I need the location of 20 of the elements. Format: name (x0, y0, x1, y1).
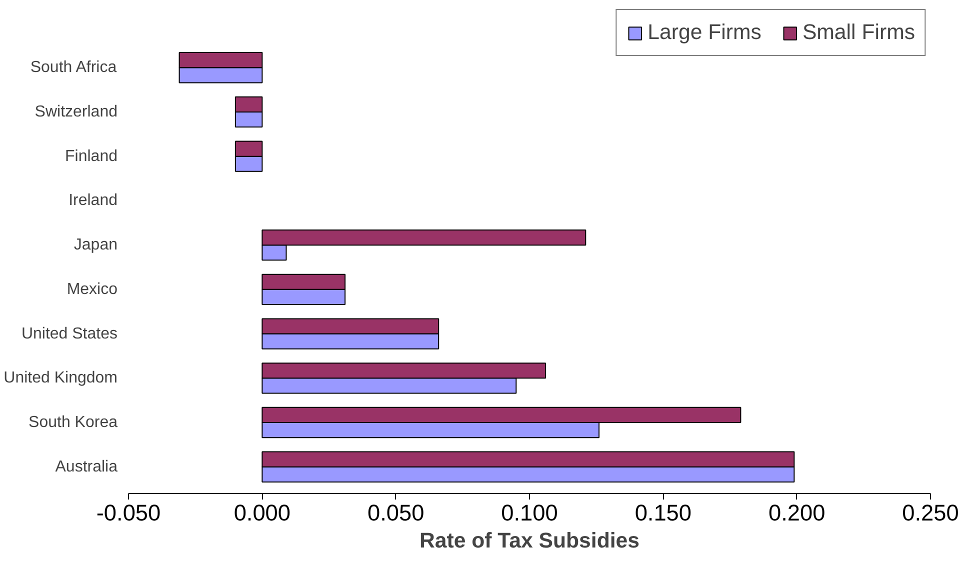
x-tick-label: 0.250 (902, 500, 959, 526)
x-tick-label: 0.000 (234, 500, 291, 526)
y-tick-label: Finland (65, 148, 118, 165)
x-tick-label: 0.150 (634, 500, 692, 526)
y-tick-label: South Africa (30, 59, 117, 76)
y-tick-label: Australia (55, 458, 118, 476)
x-tick-label: -0.050 (96, 500, 161, 526)
y-tick-label: Ireland (68, 192, 118, 210)
x-axis-title: Rate of Tax Subsidies (419, 528, 640, 552)
y-tick-label: United States (21, 325, 118, 342)
legend-label: Small Firms (802, 20, 915, 45)
legend-label: Large Firms (648, 20, 762, 45)
y-tick-label: Japan (74, 236, 118, 254)
y-tick-label: Switzerland (34, 103, 118, 120)
y-tick-label: United Kingdom (4, 370, 118, 387)
x-tick-label: 0.200 (768, 500, 826, 526)
x-tick-label: 0.100 (501, 500, 558, 526)
y-tick-label: Mexico (66, 280, 118, 298)
x-tick-label: 0.050 (367, 500, 424, 526)
y-tick-label: South Korea (28, 414, 118, 432)
